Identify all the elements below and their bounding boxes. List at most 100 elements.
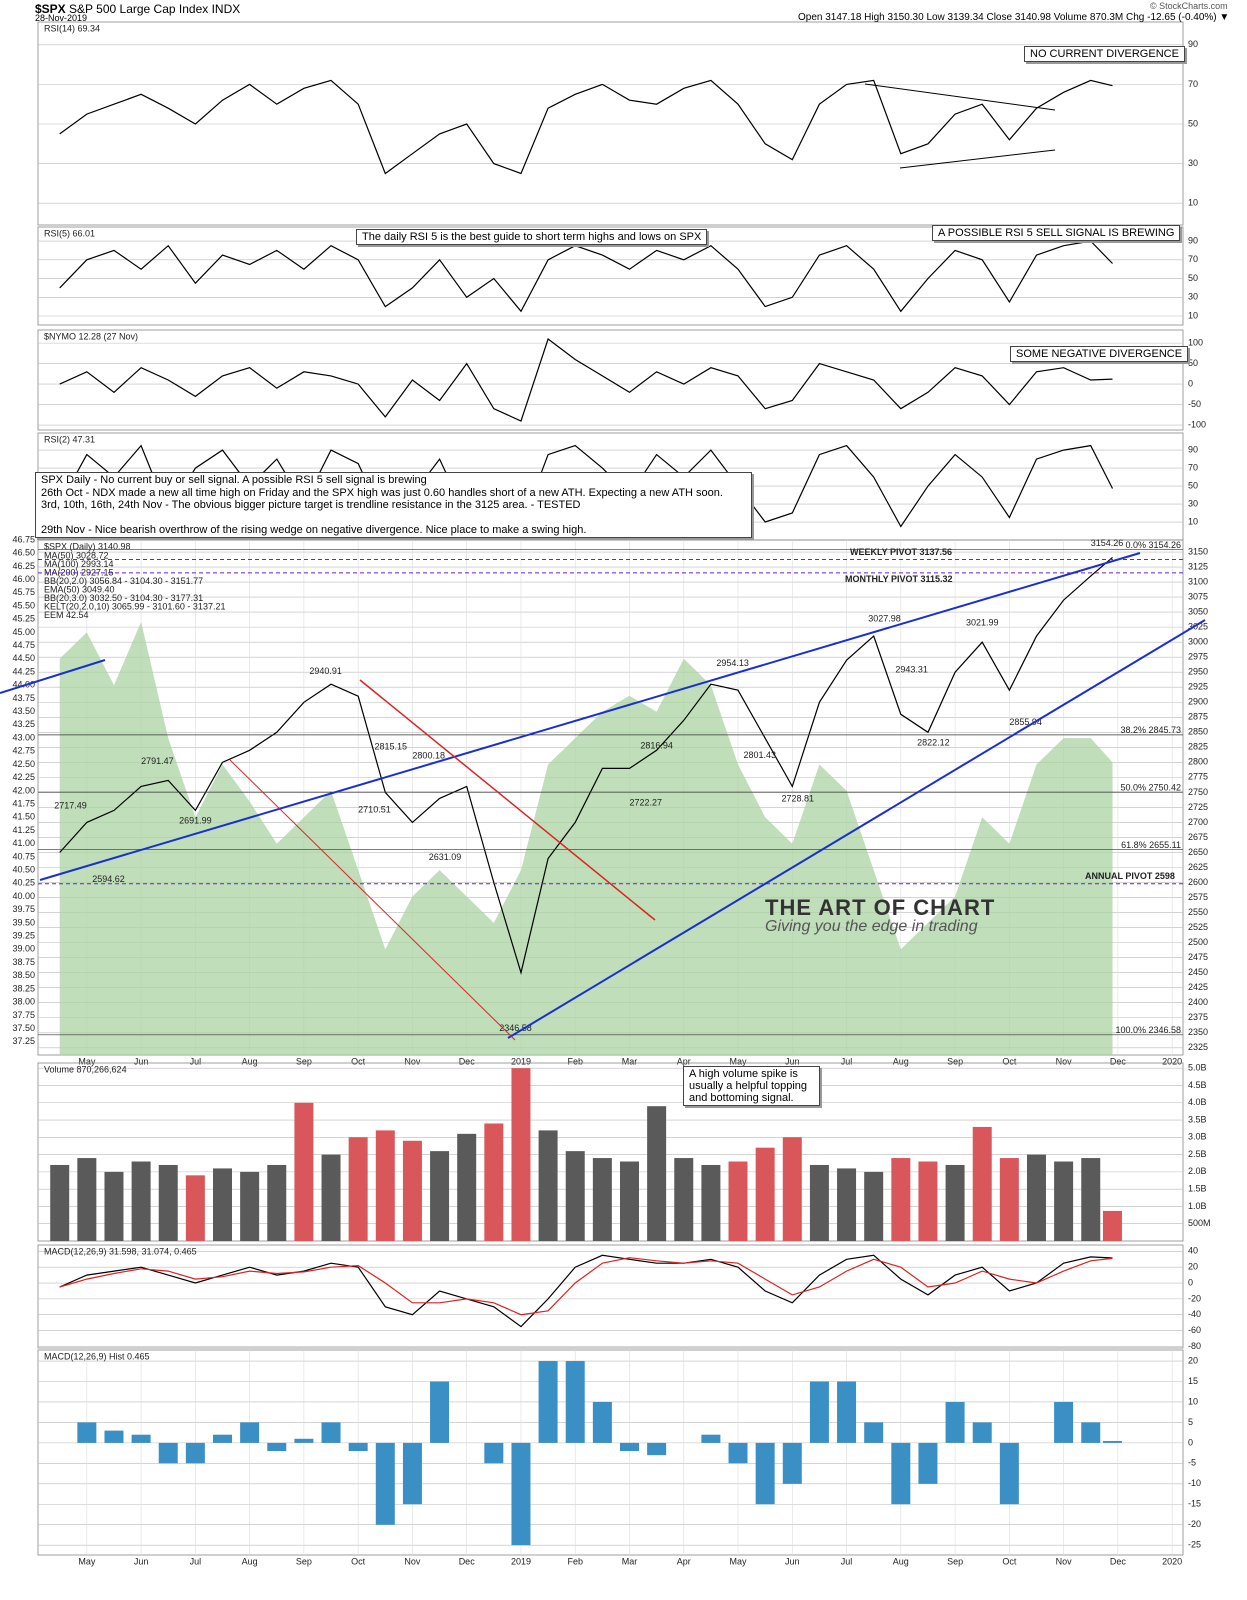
y-tick-label: 2450 [1188, 967, 1208, 977]
price-label: 2717.49 [54, 800, 87, 810]
y-tick-label: 50 [1188, 118, 1198, 128]
y-tick-label: 4.0B [1188, 1097, 1207, 1107]
x-tick-label: Jun [785, 1556, 800, 1566]
y2-tick-label: 42.25 [12, 772, 35, 782]
y-tick-label: 10 [1188, 1396, 1198, 1406]
bar [755, 1147, 775, 1241]
x-tick-label: May [78, 1556, 96, 1566]
x-tick-label: Jun [785, 1056, 800, 1066]
panel-frame [37, 21, 1184, 226]
y-tick-label: 2950 [1188, 667, 1208, 677]
bar [972, 1422, 992, 1443]
x-tick-label: Oct [351, 1056, 366, 1066]
x-tick-label: Oct [1002, 1556, 1017, 1566]
trendline [229, 759, 516, 1041]
y-tick-label: 5 [1188, 1417, 1193, 1427]
y-tick-label: 2675 [1188, 832, 1208, 842]
bar [104, 1430, 124, 1443]
y2-tick-label: 40.25 [12, 878, 35, 888]
x-tick-label: Jun [134, 1556, 149, 1566]
bar [1102, 1440, 1122, 1443]
trendline [39, 552, 1141, 881]
bar [402, 1442, 422, 1505]
x-tick-label: Feb [567, 1556, 583, 1566]
annotation-box: A high volume spike is usually a helpful… [683, 1066, 820, 1106]
y-tick-label: 2850 [1188, 727, 1208, 737]
bar [999, 1442, 1019, 1505]
bar [484, 1442, 504, 1464]
x-tick-label: Oct [1002, 1056, 1017, 1066]
y-tick-label: 2900 [1188, 697, 1208, 707]
y-tick-label: 90 [1188, 444, 1198, 454]
bar [674, 1158, 694, 1241]
bar [240, 1171, 260, 1241]
bar [375, 1130, 395, 1241]
y-tick-label: 2800 [1188, 757, 1208, 767]
note: 3rd, 10th, 16th, 24th Nov - The obvious … [41, 499, 581, 511]
y-tick-label: 2550 [1188, 907, 1208, 917]
y-tick-label: 2.0B [1188, 1166, 1207, 1176]
trendline [899, 149, 1056, 169]
panel-frame [37, 226, 1184, 326]
price-label: 2631.09 [429, 852, 462, 862]
y2-tick-label: 37.75 [12, 1010, 35, 1020]
x-tick-label: Nov [404, 1056, 421, 1066]
y-tick-label: 90 [1188, 39, 1198, 49]
y-tick-label: 2750 [1188, 787, 1208, 797]
y-tick-label: 2325 [1188, 1042, 1208, 1052]
y2-tick-label: 38.50 [12, 970, 35, 980]
fib-label: 100.0% 2346.58 [1115, 1025, 1181, 1035]
bar [1026, 1154, 1046, 1241]
bar [511, 1068, 531, 1241]
line [59, 1254, 1113, 1328]
price-label: 2791.47 [141, 756, 174, 766]
y2-tick-label: 41.75 [12, 798, 35, 808]
pivot-label: MONTHLY PIVOT 3115.32 [845, 574, 953, 584]
y-tick-label: 50 [1188, 480, 1198, 490]
price-label: 3027.98 [868, 614, 901, 624]
note: 26th Oct - NDX made a new all time high … [41, 486, 723, 499]
fib-label: 0.0% 3154.26 [1125, 540, 1181, 550]
y-tick-label: 20 [1188, 1262, 1198, 1272]
x-tick-label: Dec [459, 1556, 476, 1566]
y-tick-label: 5.0B [1188, 1063, 1207, 1073]
y-tick-label: 2700 [1188, 817, 1208, 827]
y-tick-label: 2650 [1188, 847, 1208, 857]
bar [158, 1442, 178, 1464]
y2-tick-label: 40.50 [12, 865, 35, 875]
bar [321, 1154, 341, 1241]
x-tick-label: Sep [947, 1056, 963, 1066]
y-tick-label: 3150 [1188, 546, 1208, 556]
bar [430, 1381, 450, 1443]
fib-label: 50.0% 2750.42 [1120, 783, 1181, 793]
y2-tick-label: 42.00 [12, 785, 35, 795]
bar [918, 1161, 938, 1241]
y-tick-label: 500M [1188, 1218, 1211, 1228]
y2-tick-label: 43.25 [12, 719, 35, 729]
y-tick-label: 2825 [1188, 742, 1208, 752]
legend-entry: BB(20,2.0) 3056.84 - 3104.30 - 3151.77 [44, 576, 203, 586]
fib-label: 61.8% 2655.11 [1121, 840, 1181, 850]
price-label: 2801.43 [743, 750, 776, 760]
y2-tick-label: 43.00 [12, 732, 35, 742]
x-tick-label: 2019 [511, 1056, 531, 1066]
bar [728, 1442, 748, 1464]
y-tick-label: 40 [1188, 1246, 1198, 1256]
y2-tick-label: 39.00 [12, 944, 35, 954]
y2-tick-label: 37.50 [12, 1023, 35, 1033]
y-tick-label: 3000 [1188, 637, 1208, 647]
x-tick-label: Jul [841, 1056, 853, 1066]
price-label: 2346.58 [499, 1023, 532, 1033]
price-label: 2722.27 [629, 797, 662, 807]
y2-tick-label: 46.75 [12, 534, 35, 544]
x-tick-label: Nov [1056, 1056, 1073, 1066]
y-tick-label: 10 [1188, 310, 1198, 320]
y2-tick-label: 39.25 [12, 931, 35, 941]
logo-tagline: Giving you the edge in trading [765, 918, 978, 935]
bar [782, 1137, 802, 1241]
trendline [507, 619, 1206, 1039]
bar [50, 1164, 70, 1241]
bar [891, 1158, 911, 1241]
panel-label: RSI(14) 69.34 [44, 23, 100, 33]
bar [864, 1171, 884, 1241]
